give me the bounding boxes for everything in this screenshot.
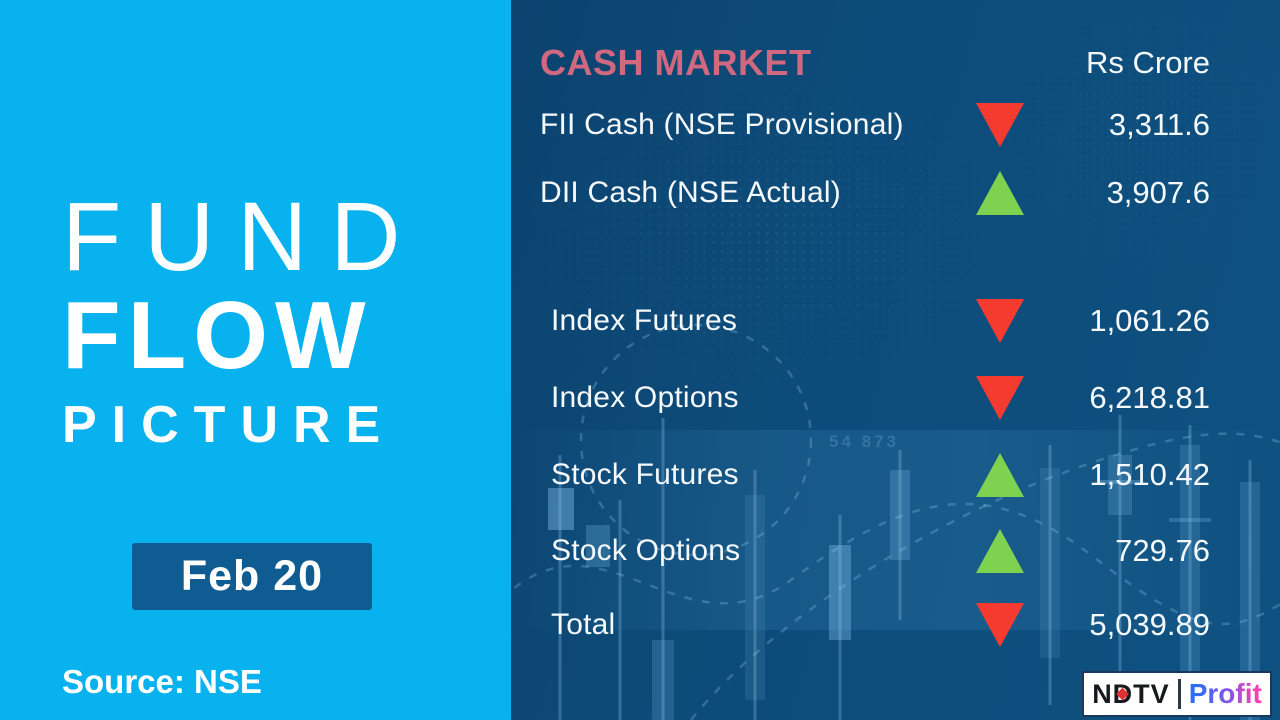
title-flow: FLOW [62,282,373,389]
row-value: 3,311.6 [1108,107,1210,142]
row-value: 6,218.81 [1089,380,1210,415]
up-arrow-icon [976,171,1024,215]
table-row: Stock Options 729.76 [511,527,1280,575]
source-note: Source: NSE [62,663,262,700]
data-panel: 54 873 CASH MARKET Rs Crore FII Cash (NS… [511,0,1280,720]
row-value: 1,061.26 [1089,303,1210,338]
down-arrow-icon [976,103,1024,147]
table-rows: FII Cash (NSE Provisional) 3,311.6 DII C… [511,0,1280,720]
up-arrow-icon [976,453,1024,497]
ndtv-logo-text: NDTV [1092,678,1170,709]
row-label: Stock Options [551,534,741,567]
row-value: 5,039.89 [1089,607,1210,642]
ndtv-profit-logo: NDTV Profit [1082,671,1272,717]
row-value: 1,510.42 [1089,457,1210,492]
table-row: Stock Futures 1,510.42 [511,451,1280,499]
table-row: Total 5,039.89 [511,601,1280,649]
row-value: 729.76 [1115,533,1210,568]
row-label: Stock Futures [551,458,739,491]
row-value: 3,907.6 [1106,175,1210,210]
down-arrow-icon [976,603,1024,647]
table-row: Index Futures 1,061.26 [511,297,1280,345]
table-row: DII Cash (NSE Actual) 3,907.6 [511,169,1280,217]
down-arrow-icon [976,299,1024,343]
left-panel: FUND FLOW PICTURE Feb 20 Source: NSE [0,0,511,720]
page-title: FUND FLOW PICTURE [62,188,423,454]
title-picture: PICTURE [62,395,396,454]
table-row: FII Cash (NSE Provisional) 3,311.6 [511,101,1280,149]
profit-logo-text: Profit [1188,678,1262,709]
table-row: Index Options 6,218.81 [511,374,1280,422]
row-label: FII Cash (NSE Provisional) [540,108,904,141]
date-badge: Feb 20 [132,543,372,610]
ndtv-red-dot-icon [1116,687,1130,701]
down-arrow-icon [976,376,1024,420]
title-fund: FUND [62,182,424,291]
row-label: Index Options [551,381,739,414]
unit-label: Rs Crore [1085,45,1210,80]
row-label: DII Cash (NSE Actual) [540,176,841,209]
up-arrow-icon [976,529,1024,573]
table-title: CASH MARKET [540,42,812,83]
row-label: Index Futures [551,304,738,337]
row-label: Total [551,608,616,641]
logo-separator [1177,679,1181,709]
table-header: CASH MARKET Rs Crore [540,40,1210,86]
